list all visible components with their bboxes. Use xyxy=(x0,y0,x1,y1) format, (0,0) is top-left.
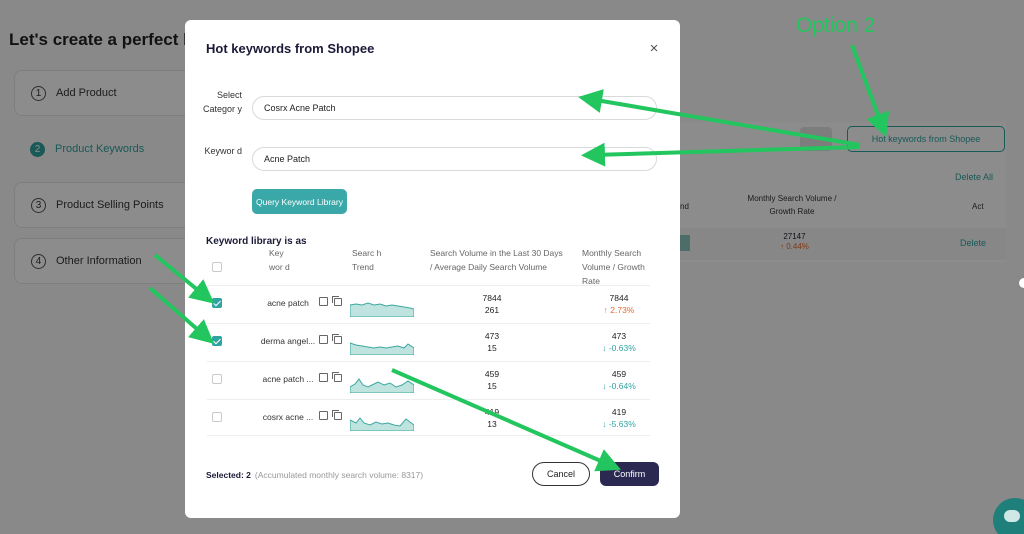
growth-value: ↓ -0.63% xyxy=(602,343,636,353)
row-checkbox[interactable] xyxy=(212,336,222,346)
rate-cell: 7844 ↑ 2.73% xyxy=(589,292,649,316)
select-all-checkbox[interactable] xyxy=(212,262,222,272)
table-header: Act xyxy=(972,202,984,211)
close-icon[interactable]: × xyxy=(649,40,659,57)
table-row xyxy=(680,228,1006,260)
table-divider xyxy=(207,435,650,436)
rate-cell: 419 ↓ -5.63% xyxy=(589,406,649,430)
volume-cell: 27147 ↑ 0.44% xyxy=(780,232,809,252)
external-link-icon[interactable] xyxy=(319,335,328,344)
row-checkbox[interactable] xyxy=(212,298,222,308)
table-header: nd xyxy=(680,202,689,211)
growth-value: ↓ -0.64% xyxy=(602,381,636,391)
copy-icon[interactable] xyxy=(332,372,342,382)
confirm-button[interactable]: Confirm xyxy=(600,462,659,486)
copy-icon[interactable] xyxy=(332,296,342,306)
category-select[interactable]: Cosrx Acne Patch xyxy=(252,96,657,120)
delete-all-link[interactable]: Delete All xyxy=(955,172,994,182)
external-link-icon[interactable] xyxy=(319,411,328,420)
daily-value: 15 xyxy=(487,343,497,353)
step-number: 4 xyxy=(31,253,46,269)
volume-value: 459 xyxy=(484,369,500,379)
daily-value: 15 xyxy=(487,381,497,391)
keyword-row[interactable]: acne patch ... 459 15 459 ↓ -0.64% xyxy=(207,361,650,399)
keyword-text: derma angel... xyxy=(260,336,316,346)
search-trend-sparkline xyxy=(350,302,414,317)
volume-cell: 473 15 xyxy=(457,330,527,354)
hot-keywords-modal: Hot keywords from Shopee × Select Catego… xyxy=(185,20,680,518)
volume-value: 419 xyxy=(484,407,500,417)
row-checkbox[interactable] xyxy=(212,374,222,384)
cancel-button[interactable]: Cancel xyxy=(532,462,590,486)
step-selling-points[interactable]: 3 Product Selling Points xyxy=(14,182,194,228)
step-number: 3 xyxy=(31,197,46,213)
step-add-product[interactable]: 1 Add Product xyxy=(14,70,194,116)
option-label: Option 2 xyxy=(796,14,876,37)
trend-header: Searc h Trend xyxy=(352,248,382,272)
volume-cell: 7844 261 xyxy=(457,292,527,316)
step-number: 2 xyxy=(30,141,45,157)
copy-icon[interactable] xyxy=(332,334,342,344)
selected-count: Selected: 2 xyxy=(206,470,251,480)
rate-cell: 473 ↓ -0.63% xyxy=(589,330,649,354)
monthly-value: 7844 xyxy=(609,293,629,303)
step-label: Product Keywords xyxy=(55,143,145,155)
accumulated-volume: (Accumulated monthly search volume: 8317… xyxy=(254,470,424,480)
trend-fragment xyxy=(680,235,690,251)
keyword-header: Key wor d xyxy=(269,248,290,272)
monthly-value: 419 xyxy=(611,407,627,417)
step-label: Product Selling Points xyxy=(56,199,164,211)
volume-value: 473 xyxy=(484,331,500,341)
keyword-text: acne patch xyxy=(267,298,309,308)
volume-cell: 459 15 xyxy=(457,368,527,392)
step-label: Add Product xyxy=(56,87,117,99)
edge-handle xyxy=(1019,278,1024,288)
step-number: 1 xyxy=(31,85,46,101)
external-link-icon[interactable] xyxy=(319,297,328,306)
step-label: Other Information xyxy=(56,255,142,267)
keyword-input[interactable]: Acne Patch xyxy=(252,147,657,171)
rate-cell: 459 ↓ -0.64% xyxy=(589,368,649,392)
growth-value: ↑ 0.44% xyxy=(780,242,809,251)
keyword-text: acne patch ... xyxy=(262,374,314,384)
page-title: Let's create a perfect lis xyxy=(9,30,203,49)
search-trend-sparkline xyxy=(350,378,414,393)
external-link-icon[interactable] xyxy=(319,373,328,382)
keyword-label: Keywor d xyxy=(204,146,242,156)
growth-value: ↓ -5.63% xyxy=(602,419,636,429)
library-title: Keyword library is as xyxy=(206,236,307,247)
keyword-text: cosrx acne ... xyxy=(262,412,314,422)
step-product-keywords[interactable]: 2 Product Keywords xyxy=(14,126,194,172)
daily-value: 13 xyxy=(487,419,497,429)
volume-value: 27147 xyxy=(783,232,806,241)
monthly-value: 459 xyxy=(611,369,627,379)
category-label: Select Categor y xyxy=(202,90,242,114)
keyword-row[interactable]: acne patch 7844 261 7844 ↑ 2.73% xyxy=(207,285,650,323)
volume-value: 7844 xyxy=(482,293,502,303)
keyword-row[interactable]: cosrx acne ... 419 13 419 ↓ -5.63% xyxy=(207,399,650,437)
search-trend-sparkline xyxy=(350,417,414,431)
volume-cell: 419 13 xyxy=(457,406,527,430)
monthly-value: 473 xyxy=(611,331,627,341)
chat-icon xyxy=(1004,510,1020,522)
keyword-row[interactable]: derma angel... 473 15 473 ↓ -0.63% xyxy=(207,323,650,361)
table-header: Monthly Search Volume / Growth Rate xyxy=(747,194,837,216)
rate-header: Monthly Search Volume / Growth Rate xyxy=(582,248,645,286)
query-keyword-library-button[interactable]: Query Keyword Library xyxy=(252,189,347,214)
volume-header: Search Volume in the Last 30 Days / Aver… xyxy=(430,248,563,272)
daily-value: 261 xyxy=(484,305,500,315)
modal-title: Hot keywords from Shopee xyxy=(206,41,375,56)
delete-link[interactable]: Delete xyxy=(960,238,987,248)
growth-value: ↑ 2.73% xyxy=(603,305,635,315)
copy-icon[interactable] xyxy=(332,410,342,420)
search-trend-sparkline xyxy=(350,342,414,355)
row-checkbox[interactable] xyxy=(212,412,222,422)
selection-summary: Selected: 2 (Accumulated monthly search v… xyxy=(206,470,423,480)
